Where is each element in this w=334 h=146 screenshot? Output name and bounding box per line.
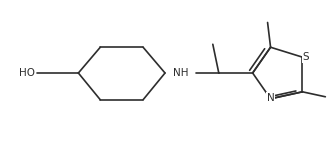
- Text: N: N: [267, 93, 275, 103]
- Text: HO: HO: [19, 68, 35, 78]
- Text: NH: NH: [173, 68, 188, 78]
- Text: S: S: [303, 52, 309, 62]
